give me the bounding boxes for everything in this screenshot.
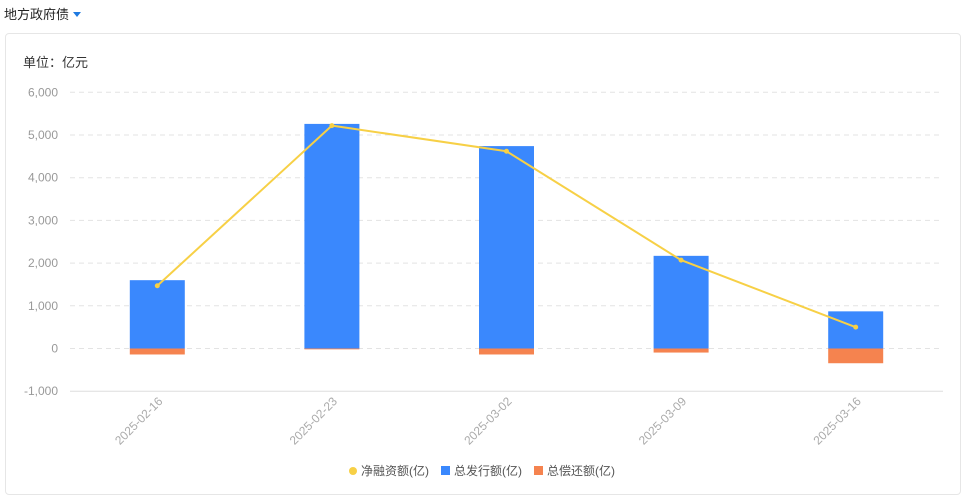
- x-tick-label: 2025-02-16: [112, 394, 166, 448]
- bar-issue: [653, 255, 709, 349]
- unit-label: 单位：亿元: [23, 55, 89, 70]
- y-tick-label: 3,000: [28, 213, 58, 227]
- legend-item[interactable]: 总发行额(亿): [441, 462, 522, 479]
- bond-type-dropdown[interactable]: 地方政府债: [4, 4, 82, 23]
- legend-item[interactable]: 总偿还额(亿): [534, 462, 615, 479]
- y-tick-label: 2,000: [28, 256, 58, 270]
- y-tick-label: 1,000: [28, 299, 58, 313]
- bar-repay: [304, 348, 360, 350]
- x-tick-label: 2025-02-23: [287, 394, 341, 448]
- bar-issue: [129, 280, 185, 349]
- net-point: [853, 324, 859, 330]
- bar-issue: [479, 146, 534, 349]
- bar-repay: [653, 348, 709, 353]
- legend-label: 总发行额(亿): [454, 464, 522, 478]
- x-tick-label: 2025-03-09: [636, 394, 690, 448]
- y-tick-label: 4,000: [28, 171, 58, 185]
- bond-type-label: 地方政府债: [4, 7, 70, 22]
- net-point: [678, 257, 684, 263]
- legend-label: 净融资额(亿): [361, 464, 429, 478]
- legend: 净融资额(亿) 总发行额(亿) 总偿还额(亿): [0, 462, 964, 479]
- caret-down-icon: [73, 12, 82, 17]
- x-tick-label: 2025-03-16: [811, 394, 865, 448]
- y-tick-label: 6,000: [28, 85, 58, 99]
- legend-item[interactable]: 净融资额(亿): [349, 462, 429, 479]
- legend-marker: [349, 466, 357, 475]
- net-point: [154, 283, 160, 289]
- x-tick-label: 2025-03-02: [461, 394, 515, 448]
- bar-repay: [479, 348, 534, 355]
- bar-issue: [828, 311, 884, 349]
- legend-marker: [534, 466, 543, 475]
- legend-label: 总偿还额(亿): [547, 464, 615, 478]
- y-tick-label: -1,000: [24, 384, 58, 398]
- legend-marker: [441, 466, 450, 475]
- bar-repay: [828, 348, 884, 364]
- bar-repay: [129, 348, 185, 355]
- bar-issue: [304, 123, 360, 349]
- net-point: [329, 123, 335, 129]
- y-tick-label: 0: [51, 342, 58, 356]
- net-point: [504, 148, 509, 154]
- y-tick-label: 5,000: [28, 128, 58, 142]
